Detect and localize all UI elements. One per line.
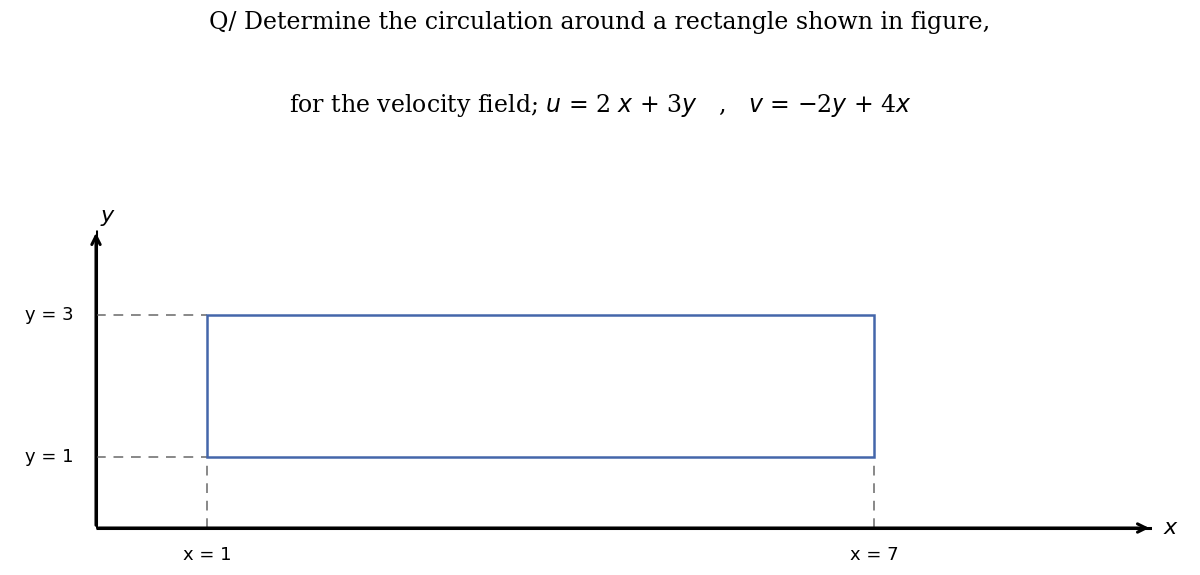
Text: x: x — [1163, 518, 1176, 538]
Text: y = 3: y = 3 — [25, 306, 73, 324]
Text: for the velocity field; $\it{u}$ = 2 $\it{x}$ + 3$\it{y}$   ,   $\it{v}$ = $-$2$: for the velocity field; $\it{u}$ = 2 $\i… — [288, 92, 912, 119]
Text: x = 7: x = 7 — [850, 546, 899, 564]
Text: x = 1: x = 1 — [182, 546, 232, 564]
Text: y = 1: y = 1 — [25, 448, 73, 466]
Bar — [208, 315, 874, 457]
Text: y: y — [101, 206, 114, 227]
Text: Q/ Determine the circulation around a rectangle shown in figure,: Q/ Determine the circulation around a re… — [209, 12, 991, 34]
